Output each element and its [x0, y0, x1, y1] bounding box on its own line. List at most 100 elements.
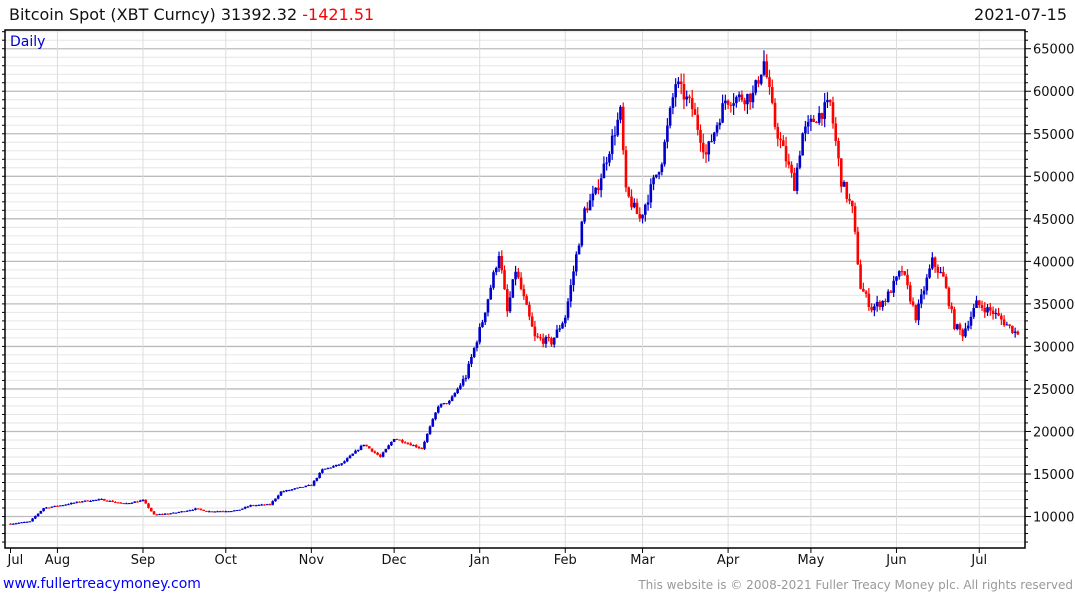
candle-body: [914, 305, 918, 321]
candle: [508, 291, 512, 314]
candle: [461, 375, 465, 387]
candle: [539, 334, 542, 341]
candle-body: [326, 467, 330, 469]
candle: [464, 374, 468, 382]
candle-body: [492, 272, 495, 288]
candle-body: [773, 102, 777, 127]
candle: [713, 131, 716, 145]
candle-body: [210, 511, 214, 513]
candle: [663, 139, 666, 167]
candle-body: [125, 503, 128, 505]
candle-body: [45, 507, 48, 509]
candle-body: [920, 294, 923, 304]
candle: [630, 189, 633, 211]
candle-body: [224, 511, 228, 513]
candle-body: [613, 135, 617, 137]
candle: [130, 502, 134, 504]
candle: [58, 505, 62, 507]
candle: [790, 161, 793, 178]
candle-body: [668, 108, 672, 126]
chart-date: 2021-07-15: [974, 5, 1067, 24]
candle-body: [152, 511, 156, 515]
candle: [594, 187, 597, 196]
candle: [362, 444, 366, 447]
candle: [989, 302, 992, 316]
candle-body: [762, 61, 766, 75]
candle: [373, 450, 377, 454]
candle: [318, 472, 321, 479]
candle: [224, 510, 228, 513]
candle: [20, 522, 23, 524]
candle: [149, 507, 153, 512]
candle: [83, 500, 87, 503]
website-link[interactable]: www.fullertreacymoney.com: [3, 576, 201, 592]
candle: [94, 499, 98, 501]
x-tick-label: Apr: [717, 553, 740, 568]
candle: [216, 510, 219, 513]
candle: [900, 265, 904, 276]
candle-body: [420, 447, 424, 449]
candle-body: [67, 504, 70, 506]
candle: [798, 150, 802, 170]
candle: [655, 174, 658, 179]
candle: [246, 505, 250, 508]
x-tick-label: Jan: [469, 553, 490, 568]
candle-body: [406, 443, 410, 445]
candle-body: [381, 452, 385, 457]
x-tick-label: Jul: [970, 553, 987, 568]
candle: [666, 118, 669, 149]
candle: [183, 511, 186, 513]
candle-body: [246, 506, 250, 508]
candle-body: [412, 445, 415, 447]
candle-body: [605, 162, 608, 164]
candle: [572, 265, 575, 292]
candle-body: [547, 337, 550, 339]
candle-body: [310, 485, 313, 487]
candle: [36, 513, 40, 517]
candle: [53, 505, 56, 508]
candle-body: [892, 280, 895, 293]
candle: [787, 153, 791, 169]
candle-body: [459, 385, 462, 389]
candle-body: [50, 506, 54, 508]
candle: [522, 284, 526, 300]
candle-body: [263, 504, 266, 506]
candle-body: [489, 287, 493, 300]
candle-body: [42, 508, 45, 511]
candle: [942, 266, 945, 277]
candle-body: [72, 502, 76, 504]
candle-body: [718, 122, 722, 126]
candle: [917, 299, 920, 326]
candle-body: [111, 500, 114, 502]
candle-body: [740, 94, 744, 101]
candle-body: [566, 301, 570, 318]
candle-body: [666, 125, 669, 142]
candle: [558, 324, 562, 333]
candle-body: [216, 511, 219, 513]
candle: [116, 502, 120, 504]
candle: [238, 509, 241, 511]
candle: [191, 509, 194, 511]
candle-body: [597, 187, 600, 191]
candle-body: [798, 155, 802, 168]
candle: [591, 185, 595, 207]
candle-body: [1016, 331, 1020, 335]
candle-body: [483, 312, 487, 323]
candle-body: [257, 504, 261, 506]
candle: [856, 226, 860, 265]
candle: [23, 521, 26, 524]
candle: [555, 324, 559, 339]
candle-body: [69, 502, 73, 505]
candle: [779, 132, 782, 149]
candle: [873, 303, 876, 317]
candle: [817, 106, 821, 125]
candle-body: [1000, 315, 1003, 320]
candle: [975, 295, 978, 309]
candle: [439, 403, 443, 409]
candle: [616, 112, 619, 137]
candle: [966, 320, 970, 331]
candle: [390, 441, 393, 446]
candle-body: [183, 511, 186, 513]
candle-body: [365, 444, 368, 447]
candle-body: [34, 516, 37, 519]
